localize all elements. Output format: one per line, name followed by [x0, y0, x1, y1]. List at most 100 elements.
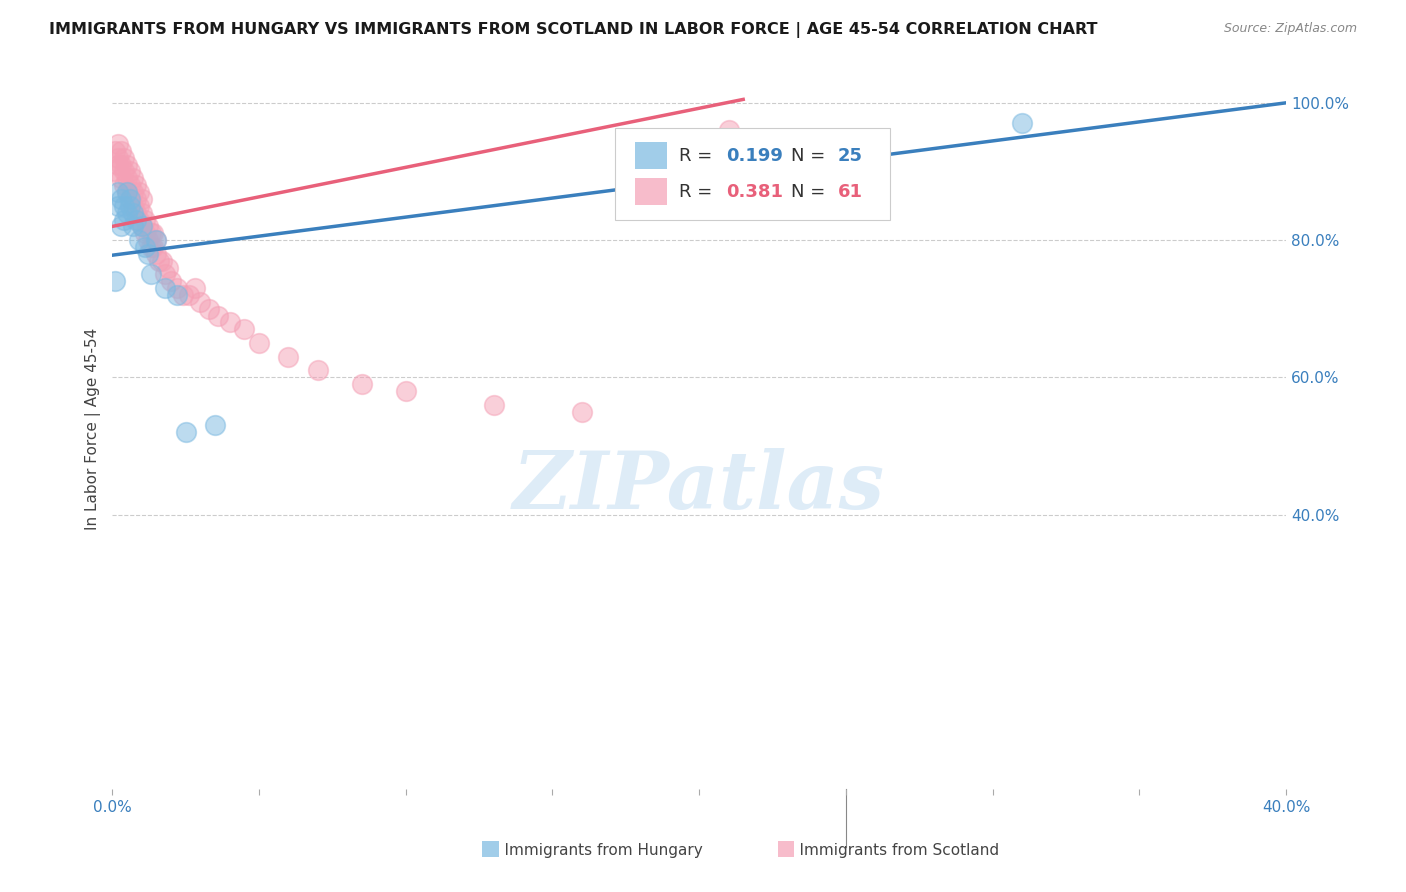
Point — [112, 212, 135, 227]
Text: 0.199: 0.199 — [725, 146, 783, 165]
Bar — [634, 142, 668, 169]
Point — [717, 123, 740, 137]
Point — [145, 247, 167, 261]
Point — [110, 192, 132, 206]
Point — [131, 192, 153, 206]
Point — [136, 233, 159, 247]
Point — [107, 136, 129, 151]
Point — [166, 288, 188, 302]
Point — [118, 192, 141, 206]
Point — [177, 288, 200, 302]
FancyBboxPatch shape — [614, 128, 890, 219]
Text: Immigrants from Scotland: Immigrants from Scotland — [780, 843, 1000, 858]
Point — [571, 405, 593, 419]
Point — [233, 322, 256, 336]
Point — [118, 178, 141, 193]
Point — [112, 151, 135, 165]
Point — [122, 185, 145, 199]
Point — [131, 205, 153, 219]
Point — [157, 260, 180, 275]
Point — [131, 219, 153, 234]
Point — [104, 144, 127, 158]
Point — [174, 425, 197, 440]
Point — [150, 253, 173, 268]
Point — [247, 336, 270, 351]
Point — [155, 268, 177, 282]
Point — [107, 151, 129, 165]
Point — [115, 185, 138, 199]
Point — [183, 281, 205, 295]
Point — [1011, 116, 1033, 130]
Point — [110, 144, 132, 158]
Text: ZIPatlas: ZIPatlas — [513, 448, 886, 525]
Point — [125, 212, 148, 227]
Point — [118, 164, 141, 178]
Point — [145, 233, 167, 247]
Point — [112, 164, 135, 178]
Point — [307, 363, 329, 377]
Text: IMMIGRANTS FROM HUNGARY VS IMMIGRANTS FROM SCOTLAND IN LABOR FORCE | AGE 45-54 C: IMMIGRANTS FROM HUNGARY VS IMMIGRANTS FR… — [49, 22, 1098, 38]
Point — [482, 398, 505, 412]
Point — [125, 205, 148, 219]
Bar — [634, 178, 668, 205]
Point — [134, 226, 156, 240]
Point — [134, 212, 156, 227]
Point — [115, 185, 138, 199]
Point — [118, 192, 141, 206]
Point — [139, 268, 162, 282]
Point — [104, 274, 127, 288]
Point — [131, 219, 153, 234]
Point — [115, 158, 138, 172]
Point — [134, 240, 156, 254]
Point — [190, 294, 212, 309]
Point — [198, 301, 221, 316]
Point — [128, 199, 150, 213]
Point — [142, 240, 165, 254]
Text: N =: N = — [790, 146, 831, 165]
Text: 0.381: 0.381 — [725, 183, 783, 201]
Text: R =: R = — [679, 146, 718, 165]
Point — [128, 233, 150, 247]
Point — [115, 171, 138, 186]
Point — [145, 233, 167, 247]
Point — [395, 384, 418, 398]
Text: 25: 25 — [838, 146, 863, 165]
Point — [110, 171, 132, 186]
Point — [125, 192, 148, 206]
Text: N =: N = — [790, 183, 831, 201]
Point — [139, 240, 162, 254]
Point — [112, 199, 135, 213]
Point — [136, 219, 159, 234]
Point — [122, 205, 145, 219]
Point — [122, 171, 145, 186]
Point — [107, 158, 129, 172]
Y-axis label: In Labor Force | Age 45-54: In Labor Force | Age 45-54 — [86, 327, 101, 530]
Point — [204, 418, 226, 433]
Point — [125, 178, 148, 193]
Point — [207, 309, 229, 323]
Point — [139, 226, 162, 240]
Text: R =: R = — [679, 183, 718, 201]
Point — [128, 212, 150, 227]
Point — [115, 205, 138, 219]
Point — [110, 219, 132, 234]
Point — [218, 315, 240, 329]
Point — [148, 253, 170, 268]
Point — [172, 288, 194, 302]
Text: Source: ZipAtlas.com: Source: ZipAtlas.com — [1223, 22, 1357, 36]
Point — [110, 158, 132, 172]
Point — [122, 199, 145, 213]
Point — [166, 281, 188, 295]
Point — [160, 274, 183, 288]
Point — [122, 219, 145, 234]
Point — [104, 164, 127, 178]
Point — [142, 226, 165, 240]
Point — [350, 377, 373, 392]
Text: 61: 61 — [838, 183, 863, 201]
Point — [118, 199, 141, 213]
Text: Immigrants from Hungary: Immigrants from Hungary — [485, 843, 703, 858]
Point — [277, 350, 299, 364]
Point — [112, 178, 135, 193]
Point — [107, 185, 129, 199]
Point — [155, 281, 177, 295]
